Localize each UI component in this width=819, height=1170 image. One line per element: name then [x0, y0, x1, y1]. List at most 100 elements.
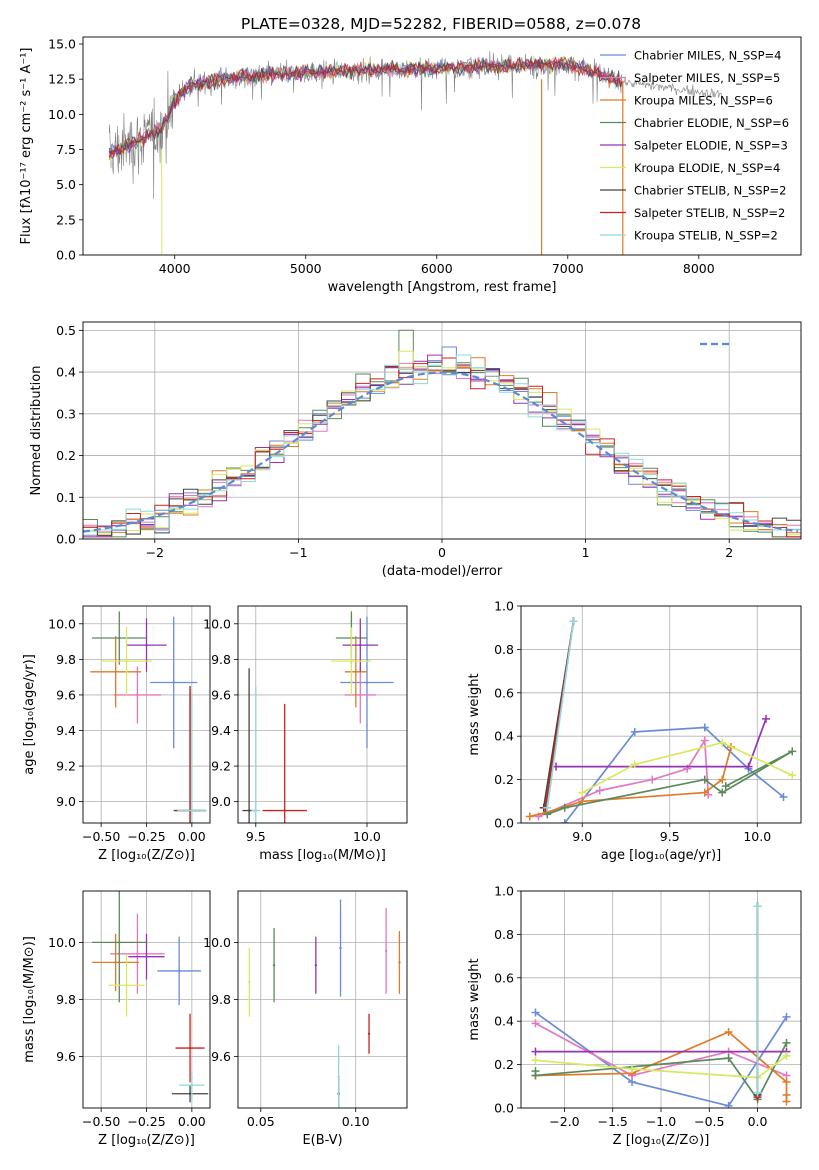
- data-point: [125, 984, 128, 987]
- plus-marker: [782, 1051, 791, 1060]
- plot-area-residuals: [83, 329, 801, 538]
- data-point: [283, 809, 286, 812]
- y-tick-label: 9.2: [211, 759, 231, 774]
- data-point: [145, 643, 148, 647]
- x-tick-label: −0.25: [127, 829, 165, 844]
- data-point: [114, 961, 117, 964]
- x-tick-label: 9.5: [246, 829, 266, 844]
- plus-marker: [753, 902, 762, 911]
- y-tick-label: 0.1: [56, 490, 76, 505]
- axes-frame: [237, 890, 408, 1109]
- y-tick-label: 10.0: [203, 616, 231, 631]
- y-axis-label: mass weight: [467, 958, 482, 1040]
- plot-area-weight-vs-z: [531, 902, 791, 1108]
- y-tick-label: 12.5: [48, 72, 76, 87]
- plus-marker: [543, 803, 552, 812]
- x-tick-label: 2: [725, 545, 733, 560]
- y-tick-label: 15.0: [48, 37, 76, 52]
- y-tick-label: 9.2: [56, 759, 76, 774]
- y-tick-label: 0.0: [494, 816, 514, 831]
- x-tick-label: 9.0: [572, 829, 592, 844]
- x-tick-label: −0.50: [82, 1114, 120, 1129]
- plus-marker: [788, 747, 797, 756]
- data-point: [337, 1075, 340, 1078]
- data-point: [177, 969, 181, 973]
- y-tick-label: 9.0: [211, 794, 231, 809]
- weight-line-1: [538, 737, 710, 818]
- y-tick-label: 0.5: [56, 323, 76, 338]
- plus-marker: [782, 1038, 791, 1047]
- x-tick-label: −2.0: [549, 1114, 579, 1129]
- x-axis-label: age [log₁₀(age/yr)]: [601, 848, 722, 863]
- x-tick-label: −0.25: [127, 1114, 165, 1129]
- data-point: [354, 670, 358, 674]
- y-tick-label: 0.6: [494, 685, 514, 700]
- plus-marker: [531, 1047, 540, 1056]
- y-axis-label: age [log₁₀(age/yr)]: [22, 654, 37, 775]
- plus-marker: [630, 727, 639, 736]
- plus-marker: [721, 782, 730, 791]
- data-point: [339, 946, 342, 950]
- x-axis-label: E(B-V): [302, 1133, 342, 1148]
- data-point: [188, 1092, 192, 1095]
- y-tick-label: 7.5: [56, 142, 76, 157]
- plus-marker: [531, 1019, 540, 1028]
- y-tick-label: 0.8: [494, 642, 514, 657]
- weight-line-2: [529, 746, 732, 818]
- data-point: [365, 681, 369, 684]
- x-tick-label: 5000: [290, 261, 322, 276]
- x-tick-label: 10.0: [743, 829, 771, 844]
- y-axis-label: Normed distribution: [29, 366, 44, 496]
- plus-marker: [700, 775, 709, 784]
- axes-frame: [82, 321, 802, 540]
- x-tick-label: 0.00: [178, 829, 206, 844]
- y-axis-label: mass [log₁₀(M/M⊙)]: [22, 936, 37, 1063]
- x-tick-label: −1.0: [646, 1114, 676, 1129]
- axes-frame: [82, 36, 802, 256]
- legend-entry: Salpeter MILES, N_SSP=5: [634, 71, 780, 85]
- plus-marker: [700, 788, 709, 797]
- x-tick-label: 10.0: [353, 829, 381, 844]
- x-tick-label: 9.5: [660, 829, 680, 844]
- y-tick-label: 5.0: [56, 177, 76, 192]
- y-tick-label: 10.0: [48, 616, 76, 631]
- plus-marker: [724, 1028, 733, 1037]
- data-point: [367, 1032, 371, 1035]
- x-tick-label: 0.10: [342, 1114, 370, 1129]
- data-point: [125, 659, 128, 663]
- figure-title: PLATE=0328, MJD=52282, FIBERID=0588, z=0…: [241, 15, 641, 33]
- plus-marker: [744, 762, 753, 771]
- data-point: [254, 809, 257, 812]
- data-point: [359, 643, 362, 647]
- plus-marker: [531, 1071, 540, 1080]
- plus-marker: [648, 775, 657, 784]
- x-axis-label: Z [log₁₀(Z/Z⊙)]: [613, 1133, 710, 1148]
- plus-marker: [762, 714, 770, 723]
- legend-entry: Kroupa ELODIE, N_SSP=4: [634, 161, 780, 175]
- y-tick-label: 9.4: [56, 723, 76, 738]
- data-point: [314, 964, 318, 967]
- data-point: [190, 809, 194, 812]
- y-tick-label: 0.2: [494, 1057, 514, 1072]
- x-tick-label: 0: [438, 545, 446, 560]
- axes-frame: [520, 890, 802, 1109]
- legend-entry: Chabrier MILES, N_SSP=4: [634, 49, 781, 63]
- x-tick-label: −0.5: [694, 1114, 724, 1129]
- plus-marker: [578, 788, 587, 797]
- y-tick-label: 2.5: [56, 212, 76, 227]
- plus-marker: [724, 1054, 733, 1063]
- data-point: [398, 961, 401, 964]
- y-tick-label: 0.8: [494, 927, 514, 942]
- normal-reference-curve: [83, 371, 799, 533]
- plus-marker: [724, 1101, 733, 1108]
- y-tick-label: 9.6: [211, 687, 231, 702]
- y-tick-label: 10.0: [48, 935, 76, 950]
- legend-entry: Kroupa MILES, N_SSP=6: [634, 94, 773, 108]
- data-point: [272, 964, 276, 967]
- data-point: [136, 952, 139, 956]
- y-tick-label: 9.8: [211, 992, 231, 1007]
- x-axis-label: Z [log₁₀(Z/Z⊙)]: [98, 1133, 195, 1148]
- plus-marker: [718, 775, 727, 784]
- x-tick-label: −2: [146, 545, 164, 560]
- legend-entry: Kroupa STELIB, N_SSP=2: [634, 229, 778, 243]
